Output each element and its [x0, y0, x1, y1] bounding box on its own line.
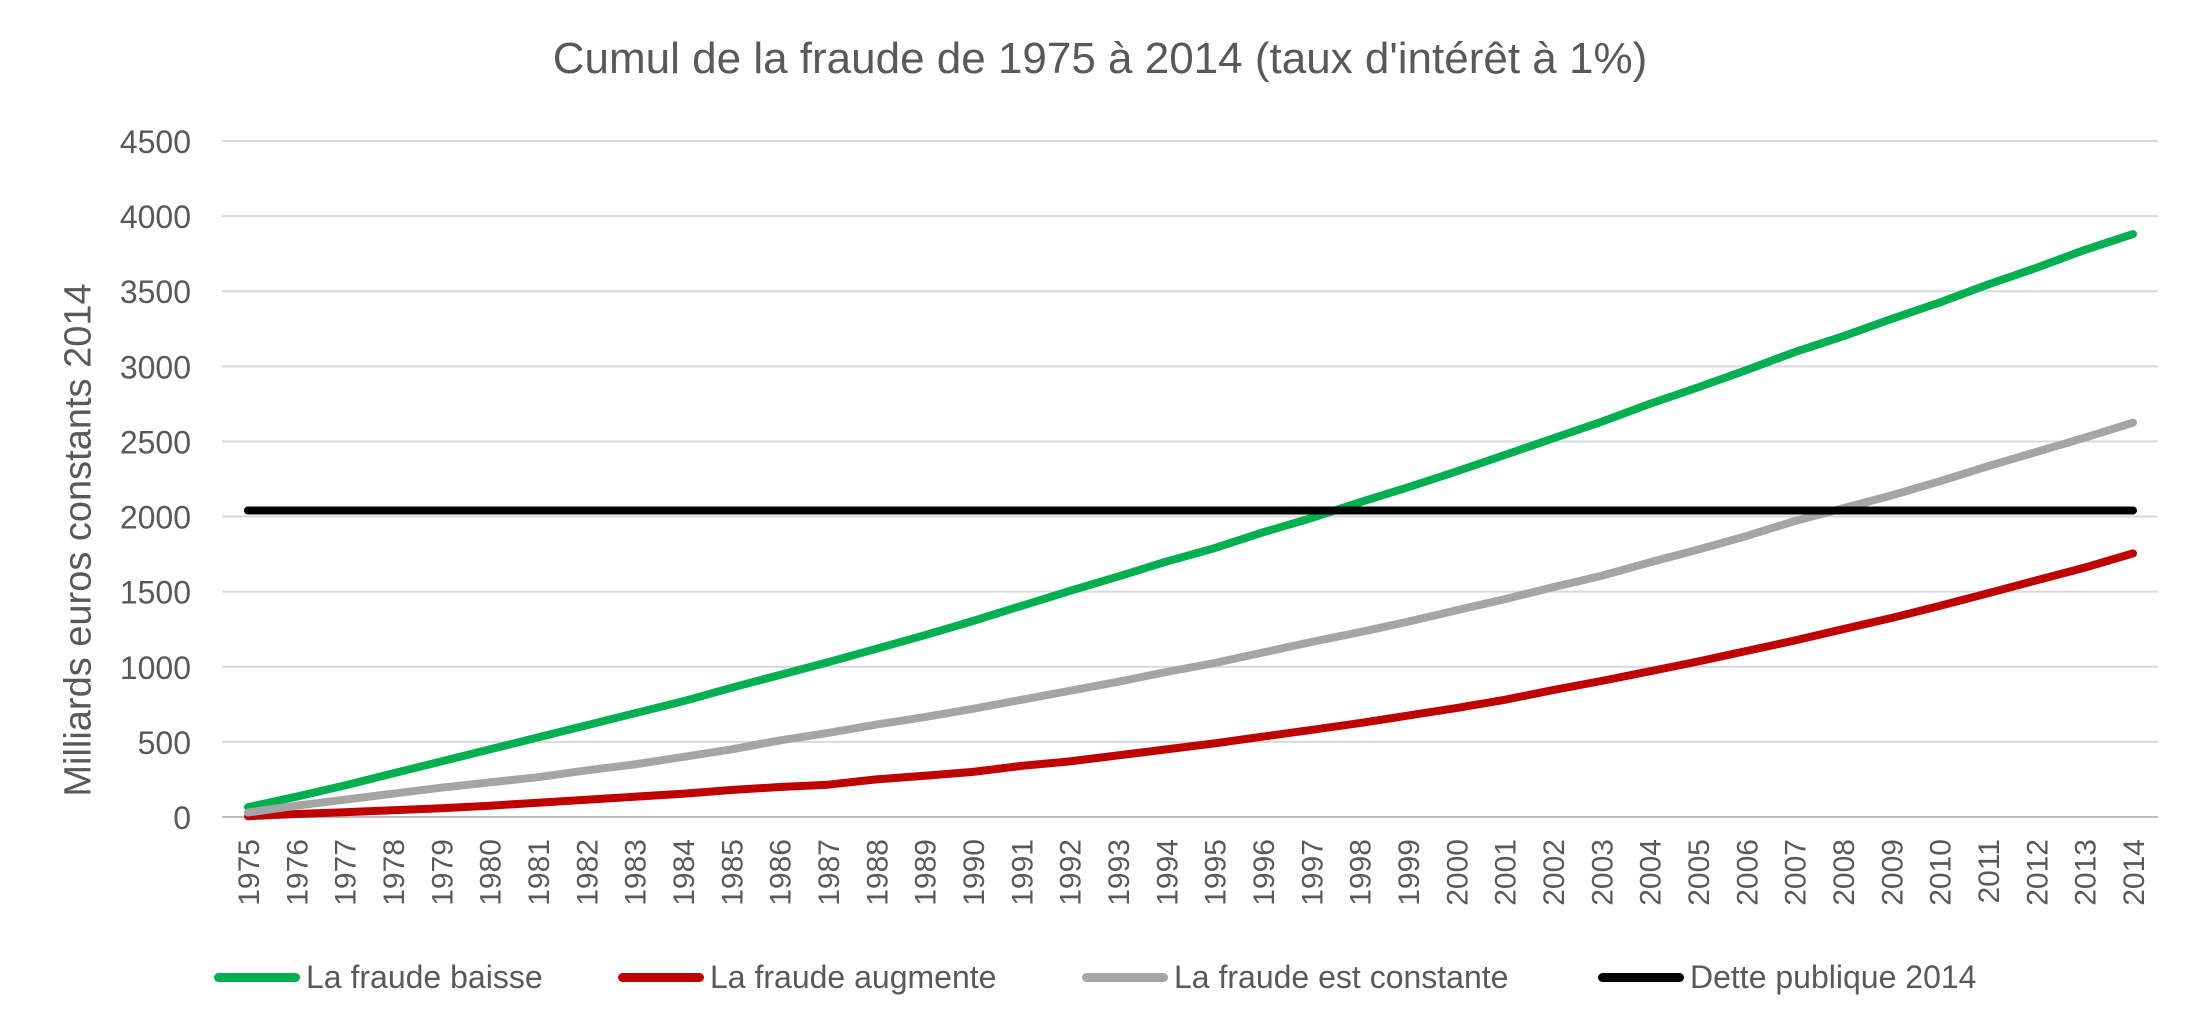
legend-label: Dette publique 2014 [1690, 958, 1977, 995]
x-tick-label: 2004 [1635, 839, 1668, 906]
y-tick-label: 500 [138, 725, 191, 761]
x-tick-label: 2009 [1876, 839, 1909, 906]
y-tick-label: 0 [173, 800, 191, 836]
x-tick-label: 1995 [1200, 839, 1233, 906]
x-tick-label: 1996 [1248, 839, 1281, 906]
x-tick-label: 1994 [1151, 839, 1184, 906]
series-line-2 [244, 549, 2137, 821]
legend-item: Dette publique 2014 [1598, 955, 1976, 999]
x-tick-label: 1986 [765, 839, 798, 906]
legend-item: La fraude est constante [1082, 955, 1508, 999]
x-tick-label: 2001 [1490, 839, 1523, 906]
x-tick-label: 1976 [281, 839, 314, 906]
x-tick-label: 1979 [426, 839, 459, 906]
x-tick-label: 2006 [1731, 839, 1764, 906]
legend-label: La fraude baisse [306, 958, 543, 995]
chart-title: Cumul de la fraude de 1975 à 2014 (taux … [552, 34, 1648, 83]
x-tick-label: 2014 [2118, 839, 2151, 906]
x-tick-label: 1975 [233, 839, 266, 906]
x-tick-label: 1985 [716, 839, 749, 906]
x-tick-label: 1990 [958, 839, 991, 906]
legend-swatch [1598, 972, 1684, 982]
x-tick-label: 2013 [2070, 839, 2103, 906]
x-tick-label: 1999 [1393, 839, 1426, 906]
x-tick-label: 2008 [1828, 839, 1861, 906]
legend-swatch [1082, 972, 1168, 982]
x-tick-label: 1980 [475, 839, 508, 906]
x-tick-label: 1992 [1055, 839, 1088, 906]
x-tick-label: 1997 [1296, 839, 1329, 906]
x-tick-label: 2012 [2021, 839, 2054, 906]
x-tick-label: 1987 [813, 839, 846, 906]
y-tick-label: 2000 [120, 500, 191, 536]
x-tick-label: 1984 [668, 839, 701, 906]
x-tick-label: 2010 [1925, 839, 1958, 906]
x-tick-label: 2002 [1538, 839, 1571, 906]
x-tick-label: 1982 [571, 839, 604, 906]
x-tick-label: 1998 [1345, 839, 1378, 906]
y-tick-label: 1000 [120, 650, 191, 686]
x-tick-label: 1983 [620, 839, 653, 906]
series-line-1 [244, 230, 2137, 812]
y-tick-label: 4500 [120, 124, 191, 160]
legend-label: La fraude augmente [710, 958, 997, 995]
y-tick-label: 3500 [120, 274, 191, 310]
legend-item: La fraude baisse [214, 955, 543, 999]
y-tick-label: 1500 [120, 575, 191, 611]
x-tick-label: 1988 [861, 839, 894, 906]
x-tick-label: 2007 [1780, 839, 1813, 906]
series-line-3 [244, 418, 2137, 817]
x-tick-label: 1978 [378, 839, 411, 906]
x-tick-label: 1993 [1103, 839, 1136, 906]
legend-swatch [618, 972, 704, 982]
x-tick-label: 1989 [910, 839, 943, 906]
x-tick-label: 1981 [523, 839, 556, 906]
legend: La fraude baisse La fraude augmente La fra… [0, 955, 2200, 999]
x-tick-label: 2003 [1586, 839, 1619, 906]
x-tick-label: 2005 [1683, 839, 1716, 906]
x-tick-label: 2011 [1973, 839, 2006, 904]
x-tick-label: 1977 [330, 839, 363, 906]
y-tick-label: 4000 [120, 199, 191, 235]
legend-swatch [214, 972, 300, 982]
legend-item: La fraude augmente [618, 955, 996, 999]
x-tick-label: 1991 [1006, 839, 1039, 906]
y-tick-label: 3000 [120, 349, 191, 385]
legend-label: La fraude est constante [1174, 958, 1509, 995]
x-tick-label: 2000 [1441, 839, 1474, 906]
y-tick-label: 2500 [120, 424, 191, 460]
